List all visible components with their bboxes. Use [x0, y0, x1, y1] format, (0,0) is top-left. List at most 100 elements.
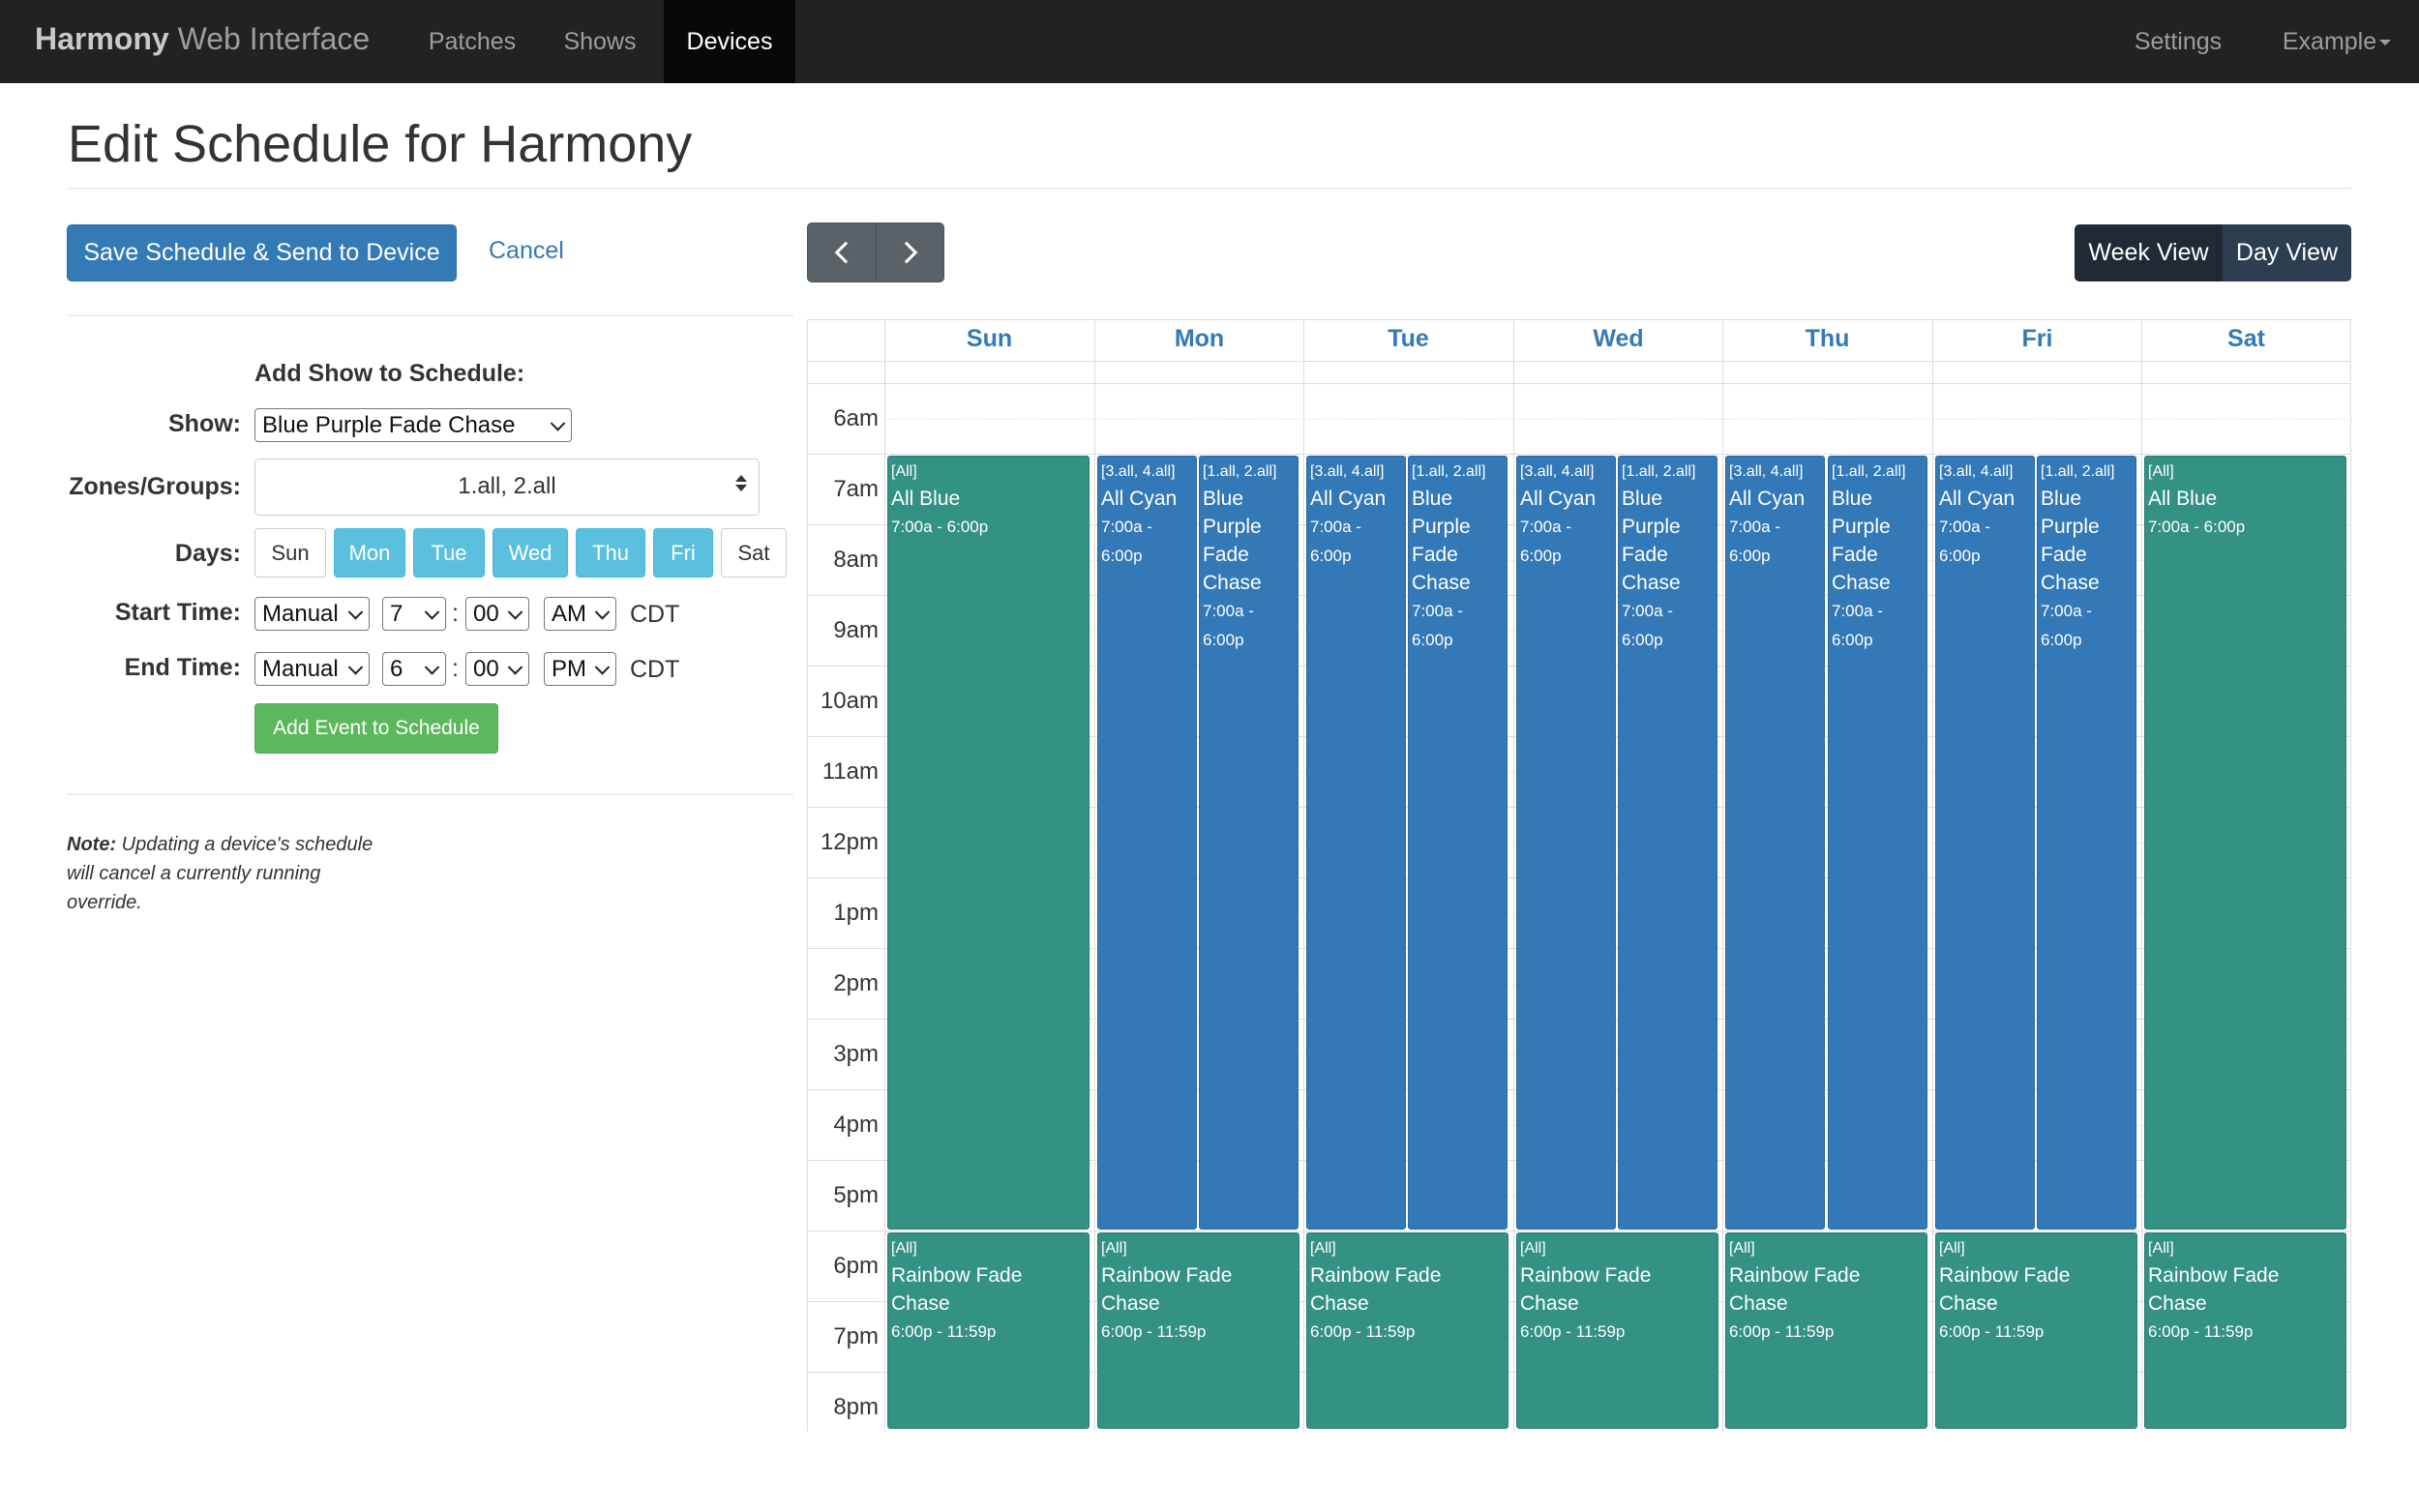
- calendar-border: [807, 319, 2351, 320]
- week-view-button[interactable]: Week View: [2075, 224, 2223, 282]
- nav-devices[interactable]: Devices: [664, 0, 795, 83]
- calendar-event[interactable]: [All] Rainbow Fade Chase 6:00p - 11:59p: [1306, 1232, 1508, 1429]
- calendar-event[interactable]: [All] Rainbow Fade Chase 6:00p - 11:59p: [2144, 1232, 2346, 1429]
- calendar-event[interactable]: [3.all, 4.all] All Cyan 7:00a - 6:00p: [1097, 456, 1197, 1230]
- cancel-link[interactable]: Cancel: [489, 237, 564, 264]
- start-hour-select[interactable]: 7: [382, 597, 446, 631]
- zones-label: Zones/Groups:: [69, 473, 241, 500]
- day-header-mon[interactable]: Mon: [1174, 325, 1225, 352]
- day-header-fri[interactable]: Fri: [2021, 325, 2053, 352]
- calendar-event[interactable]: [All] All Blue 7:00a - 6:00p: [887, 456, 1090, 1230]
- day-header-tue[interactable]: Tue: [1388, 325, 1429, 352]
- event-time: 7:00a - 6:00p: [1729, 518, 1780, 565]
- event-title: Rainbow Fade Chase: [1939, 1264, 2071, 1315]
- prev-week-button[interactable]: [807, 222, 876, 282]
- day-toggle-thu[interactable]: Thu: [576, 528, 645, 578]
- form-divider-bottom: [67, 793, 793, 795]
- end-minute-value: 00: [473, 656, 499, 682]
- user-menu-label: Example: [2282, 28, 2377, 55]
- hour-label: 2pm: [833, 969, 879, 996]
- start-timezone: CDT: [630, 601, 680, 628]
- event-title: Rainbow Fade Chase: [1729, 1264, 1861, 1315]
- event-title: All Cyan: [1939, 488, 2016, 510]
- calendar-header-divider: [807, 361, 2351, 362]
- chevron-down-icon: [550, 415, 566, 431]
- event-title: All Cyan: [1729, 488, 1806, 510]
- next-week-button[interactable]: [876, 222, 944, 282]
- day-toggle-mon[interactable]: Mon: [334, 528, 405, 578]
- calendar-event[interactable]: [3.all, 4.all] All Cyan 7:00a - 6:00p: [1725, 456, 1825, 1230]
- event-time: 7:00a - 6:00p: [1622, 602, 1673, 649]
- day-toggle-tue[interactable]: Tue: [413, 528, 485, 578]
- calendar-event[interactable]: [All] Rainbow Fade Chase 6:00p - 11:59p: [1097, 1232, 1299, 1429]
- show-select[interactable]: Blue Purple Fade Chase: [254, 408, 572, 442]
- calendar-event[interactable]: [3.all, 4.all] All Cyan 7:00a - 6:00p: [1306, 456, 1406, 1230]
- start-minute-select[interactable]: 00: [465, 597, 529, 631]
- chevron-down-icon: [507, 604, 523, 620]
- day-column-divider: [1722, 319, 1723, 1432]
- hour-label: 5pm: [833, 1181, 879, 1208]
- event-time: 7:00a - 6:00p: [891, 518, 989, 536]
- calendar-border: [807, 319, 808, 1432]
- end-mode-select[interactable]: Manual: [254, 652, 370, 686]
- user-menu[interactable]: Example: [2278, 0, 2396, 83]
- add-event-button[interactable]: Add Event to Schedule: [254, 703, 498, 754]
- event-zones: [All]: [1939, 1240, 1965, 1257]
- day-column-divider: [1303, 319, 1304, 1432]
- calendar-event[interactable]: [All] All Blue 7:00a - 6:00p: [2144, 456, 2346, 1230]
- nav-patches[interactable]: Patches: [428, 28, 517, 55]
- day-toggle-sun[interactable]: Sun: [254, 528, 326, 578]
- event-zones: [1.all, 2.all]: [1622, 463, 1696, 480]
- days-label: Days:: [174, 540, 241, 567]
- event-title: Blue Purple Fade Chase: [1832, 488, 1891, 594]
- hour-label: 3pm: [833, 1040, 879, 1067]
- chevron-left-icon: [834, 241, 856, 264]
- event-zones: [All]: [891, 463, 917, 480]
- event-title: All Cyan: [1101, 488, 1178, 510]
- calendar-event[interactable]: [All] Rainbow Fade Chase 6:00p - 11:59p: [887, 1232, 1090, 1429]
- event-time: 7:00a - 6:00p: [1203, 602, 1254, 649]
- page-title: Edit Schedule for Harmony: [68, 115, 693, 173]
- end-ampm-select[interactable]: PM: [544, 652, 616, 686]
- day-toggle-wed[interactable]: Wed: [493, 528, 568, 578]
- calendar-event[interactable]: [1.all, 2.all] Blue Purple Fade Chase 7:00…: [1828, 456, 1927, 1230]
- calendar-event[interactable]: [3.all, 4.all] All Cyan 7:00a - 6:00p: [1935, 456, 2035, 1230]
- event-time: 6:00p - 11:59p: [1939, 1322, 2045, 1341]
- brand-logo[interactable]: Harmony Web Interface: [35, 21, 370, 57]
- nav-settings[interactable]: Settings: [2134, 28, 2223, 55]
- calendar-event[interactable]: [3.all, 4.all] All Cyan 7:00a - 6:00p: [1516, 456, 1616, 1230]
- calendar-event[interactable]: [All] Rainbow Fade Chase 6:00p - 11:59p: [1516, 1232, 1718, 1429]
- hour-label: 6am: [833, 404, 879, 431]
- brand-subtitle: Web Interface: [168, 21, 371, 56]
- nav-shows[interactable]: Shows: [563, 28, 637, 55]
- calendar-event[interactable]: [1.all, 2.all] Blue Purple Fade Chase 7:00…: [2037, 456, 2136, 1230]
- day-view-button[interactable]: Day View: [2223, 224, 2351, 282]
- zones-select[interactable]: 1.all, 2.all: [254, 459, 760, 516]
- calendar-event[interactable]: [1.all, 2.all] Blue Purple Fade Chase 7:00…: [1199, 456, 1299, 1230]
- calendar-event[interactable]: [1.all, 2.all] Blue Purple Fade Chase 7:00…: [1618, 456, 1717, 1230]
- end-minute-select[interactable]: 00: [465, 652, 529, 686]
- day-header-wed[interactable]: Wed: [1593, 325, 1644, 352]
- calendar-border: [2350, 319, 2351, 1432]
- event-zones: [All]: [1101, 1240, 1127, 1257]
- chevron-down-icon: [424, 659, 440, 675]
- calendar-event[interactable]: [All] Rainbow Fade Chase 6:00p - 11:59p: [1725, 1232, 1927, 1429]
- event-title: Rainbow Fade Chase: [891, 1264, 1023, 1315]
- day-toggle-fri[interactable]: Fri: [653, 528, 713, 578]
- chevron-down-icon: [347, 659, 364, 675]
- start-minute-value: 00: [473, 601, 499, 627]
- hour-label: 10am: [820, 687, 879, 714]
- start-ampm-value: AM: [552, 601, 586, 627]
- calendar-event[interactable]: [All] Rainbow Fade Chase 6:00p - 11:59p: [1935, 1232, 2137, 1429]
- start-ampm-select[interactable]: AM: [544, 597, 616, 631]
- chevron-down-icon: [424, 604, 440, 620]
- calendar-event[interactable]: [1.all, 2.all] Blue Purple Fade Chase 7:00…: [1408, 456, 1508, 1230]
- end-hour-select[interactable]: 6: [382, 652, 446, 686]
- start-mode-select[interactable]: Manual: [254, 597, 370, 631]
- event-title: All Cyan: [1520, 488, 1597, 510]
- day-header-sat[interactable]: Sat: [2227, 325, 2265, 352]
- day-toggle-sat[interactable]: Sat: [721, 528, 787, 578]
- day-header-sun[interactable]: Sun: [966, 325, 1013, 352]
- save-schedule-button[interactable]: Save Schedule & Send to Device: [67, 224, 457, 282]
- day-header-thu[interactable]: Thu: [1805, 325, 1850, 352]
